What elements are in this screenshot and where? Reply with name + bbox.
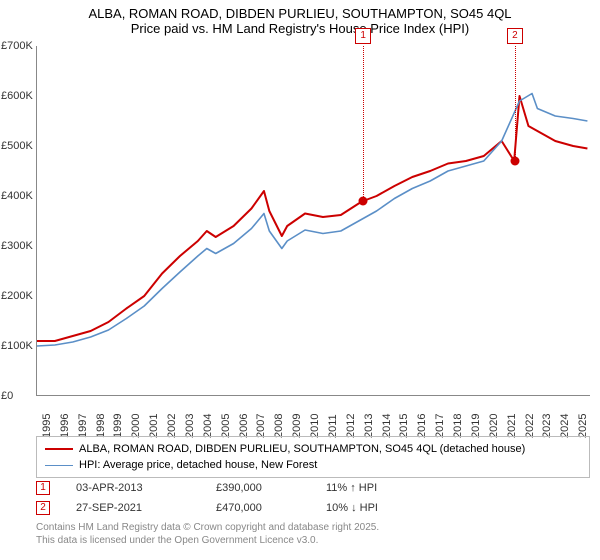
x-axis-tick-label: 2011 [327, 414, 339, 438]
x-axis-tick-label: 2006 [238, 414, 250, 438]
annotation-marker-icon: 1 [355, 28, 371, 44]
annotation-price: £470,000 [216, 502, 326, 514]
y-axis-tick-label: £700K [1, 40, 39, 52]
legend-label-price-paid: ALBA, ROMAN ROAD, DIBDEN PURLIEU, SOUTHA… [79, 443, 525, 455]
x-axis-tick-label: 2013 [363, 414, 375, 438]
y-axis-tick-label: £200K [1, 290, 39, 302]
x-axis-tick-label: 1996 [59, 414, 71, 438]
annotation-dot-icon [359, 197, 368, 206]
x-axis-tick-label: 2008 [273, 414, 285, 438]
x-axis-tick-label: 2000 [130, 414, 142, 438]
legend-item-hpi: HPI: Average price, detached house, New … [45, 457, 581, 473]
x-axis-tick-label: 2004 [202, 414, 214, 438]
annotation-pct: 11% ↑ HPI [326, 482, 436, 494]
annotation-line [515, 46, 516, 161]
y-axis-tick-label: £500K [1, 140, 39, 152]
x-axis-tick-label: 2022 [524, 414, 536, 438]
x-axis-tick-label: 2021 [506, 414, 518, 438]
x-axis-tick-label: 2012 [345, 414, 357, 438]
x-axis-tick-label: 1997 [77, 414, 89, 438]
attribution-line-2: This data is licensed under the Open Gov… [36, 535, 379, 548]
legend-item-price-paid: ALBA, ROMAN ROAD, DIBDEN PURLIEU, SOUTHA… [45, 441, 581, 457]
annotation-table: 1 03-APR-2013 £390,000 11% ↑ HPI 2 27-SE… [36, 478, 590, 518]
annotation-dot-icon [510, 157, 519, 166]
chart-svg [37, 46, 591, 396]
annotation-date: 27-SEP-2021 [76, 502, 216, 514]
annotation-date: 03-APR-2013 [76, 482, 216, 494]
x-axis-tick-label: 2005 [220, 414, 232, 438]
legend-label-hpi: HPI: Average price, detached house, New … [79, 459, 317, 471]
x-axis-tick-label: 2007 [255, 414, 267, 438]
x-axis-tick-label: 2025 [577, 414, 589, 438]
series-line-hpi [37, 94, 587, 347]
x-axis-tick-label: 2015 [398, 414, 410, 438]
y-axis-tick-label: £600K [1, 90, 39, 102]
x-axis-tick-label: 2009 [291, 414, 303, 438]
annotation-pct: 10% ↓ HPI [326, 502, 436, 514]
annotation-price: £390,000 [216, 482, 326, 494]
x-axis-tick-label: 1999 [112, 414, 124, 438]
y-axis-tick-label: £400K [1, 190, 39, 202]
annotation-marker-icon: 2 [36, 501, 50, 515]
annotation-row: 1 03-APR-2013 £390,000 11% ↑ HPI [36, 478, 590, 498]
y-axis-tick-label: £0 [1, 390, 39, 402]
annotation-marker-icon: 2 [507, 28, 523, 44]
title-line-1: ALBA, ROMAN ROAD, DIBDEN PURLIEU, SOUTHA… [0, 6, 600, 21]
annotation-marker-icon: 1 [36, 481, 50, 495]
legend-swatch-hpi [45, 465, 73, 466]
x-axis-tick-label: 2020 [488, 414, 500, 438]
legend-swatch-price-paid [45, 448, 73, 450]
y-axis-tick-label: £100K [1, 340, 39, 352]
annotation-row: 2 27-SEP-2021 £470,000 10% ↓ HPI [36, 498, 590, 518]
x-axis-tick-label: 1995 [41, 414, 53, 438]
x-axis-tick-label: 2023 [541, 414, 553, 438]
y-axis-tick-label: £300K [1, 240, 39, 252]
x-axis-tick-label: 2001 [148, 414, 160, 438]
x-axis-tick-label: 2018 [452, 414, 464, 438]
x-axis-tick-label: 2016 [416, 414, 428, 438]
x-axis-tick-label: 2010 [309, 414, 321, 438]
attribution-line-1: Contains HM Land Registry data © Crown c… [36, 522, 379, 535]
legend: ALBA, ROMAN ROAD, DIBDEN PURLIEU, SOUTHA… [36, 436, 590, 478]
x-axis-tick-label: 2002 [166, 414, 178, 438]
attribution-text: Contains HM Land Registry data © Crown c… [36, 522, 379, 547]
x-axis-tick-label: 2017 [434, 414, 446, 438]
x-axis-tick-label: 2003 [184, 414, 196, 438]
chart-plot-area: 12 £0£100K£200K£300K£400K£500K£600K£700K… [36, 46, 590, 396]
x-axis-tick-label: 2019 [470, 414, 482, 438]
x-axis-tick-label: 1998 [95, 414, 107, 438]
x-axis-tick-label: 2014 [381, 414, 393, 438]
chart-container: ALBA, ROMAN ROAD, DIBDEN PURLIEU, SOUTHA… [0, 0, 600, 560]
x-axis-tick-label: 2024 [559, 414, 571, 438]
annotation-line [363, 46, 364, 201]
